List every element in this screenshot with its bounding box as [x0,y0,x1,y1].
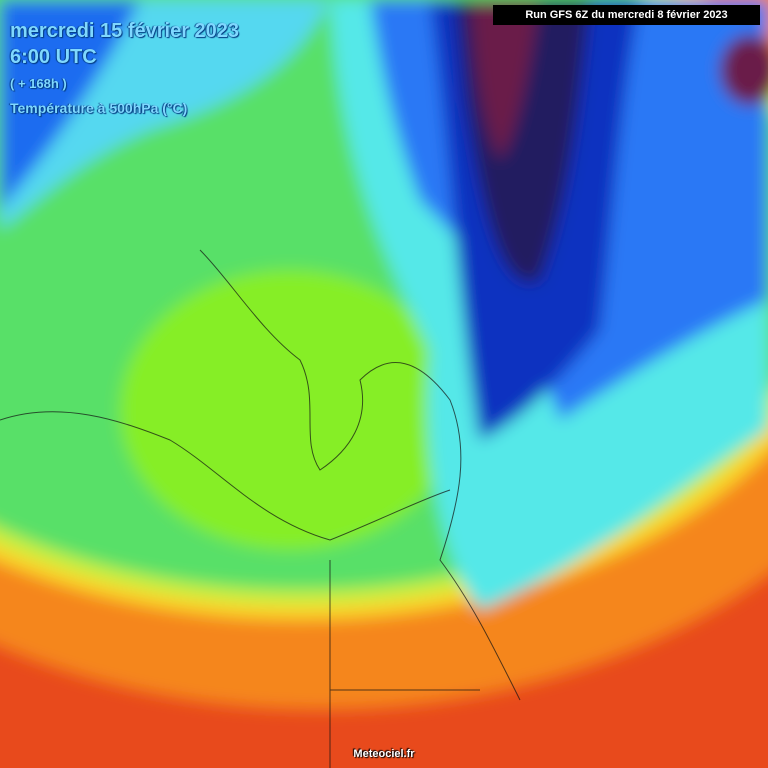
time-title: 6:00 UTC [10,46,97,68]
date-title: mercredi 15 février 2023 [10,20,240,42]
variable-label: Température à 500hPa (°C) [10,100,188,116]
lead-time: ( + 168h ) [10,76,67,91]
credit: Meteociel.fr [353,748,415,760]
run-info: Run GFS 6Z du mercredi 8 février 2023 [493,5,760,25]
coastlines [0,249,521,768]
